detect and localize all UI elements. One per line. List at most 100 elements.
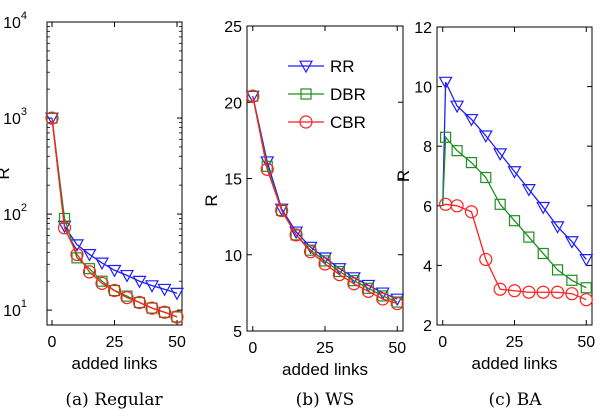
data-point: [158, 306, 171, 318]
series-rr: [438, 76, 594, 267]
panel-1: 0 25 50 101 102 103 104 added links R (a) Regular: [0, 10, 186, 410]
y-tick-label: 102: [3, 202, 27, 224]
data-point: [57, 221, 72, 235]
data-point: [318, 257, 332, 271]
data-point: [82, 249, 97, 262]
panel-caption: (a) Regular: [65, 390, 163, 410]
data-point: [289, 228, 303, 242]
data-point: [522, 285, 536, 299]
y-tick-label: 2: [423, 318, 432, 335]
data-point: [521, 184, 536, 197]
series-dbr: [440, 131, 592, 294]
data-point: [450, 100, 465, 114]
data-point: [507, 284, 522, 298]
series-cbr: [246, 89, 404, 311]
x-tick-label: 50: [168, 334, 186, 351]
data-point: [119, 269, 135, 283]
x-tick-label: 50: [577, 334, 595, 351]
data-point: [451, 145, 463, 157]
x-tick-label: 0: [48, 334, 57, 351]
data-point: [579, 254, 594, 267]
data-point: [390, 296, 404, 311]
data-point: [480, 171, 492, 184]
x-tick-label: 0: [248, 340, 257, 357]
data-point: [146, 302, 158, 314]
data-point: [289, 226, 304, 240]
data-point: [70, 247, 84, 262]
x-axis-label: added links: [471, 354, 557, 373]
data-point: [464, 205, 479, 219]
data-point: [523, 231, 535, 243]
x-tick-label: 25: [506, 334, 524, 351]
data-point: [478, 130, 493, 144]
y-tick-label: 8: [423, 139, 432, 156]
panel-caption: (b) WS: [296, 390, 355, 410]
data-point: [361, 284, 375, 298]
circle-icon: [299, 115, 313, 129]
series-cbr: [45, 111, 184, 324]
data-point: [246, 89, 260, 103]
data-point: [290, 229, 302, 241]
data-point: [133, 296, 146, 309]
data-point: [69, 239, 85, 252]
data-point: [536, 201, 551, 215]
y-axis-label: R: [0, 167, 13, 179]
square-icon: [300, 88, 312, 100]
legend-label: CBR: [330, 113, 366, 132]
data-point: [564, 236, 579, 249]
legend-label: DBR: [330, 85, 366, 104]
data-point: [450, 199, 464, 213]
data-point: [440, 131, 452, 143]
y-tick-label: 104: [3, 10, 27, 32]
y-tick-label: 4: [423, 258, 432, 275]
x-tick-label: 0: [438, 334, 447, 351]
data-point: [157, 283, 172, 297]
data-point: [107, 283, 122, 298]
data-point: [260, 162, 274, 176]
series-line: [51, 117, 178, 294]
data-point: [247, 90, 259, 102]
data-point: [464, 113, 479, 127]
triangle-down-icon: [298, 60, 314, 74]
data-point: [120, 291, 134, 305]
data-point: [390, 293, 405, 307]
data-point: [94, 257, 110, 271]
data-point: [494, 198, 506, 210]
legend-label: RR: [330, 57, 355, 76]
y-tick-label: 5: [233, 324, 242, 341]
y-tick-label: 20: [224, 95, 242, 112]
data-point: [276, 204, 288, 217]
y-tick-label: 6: [423, 199, 432, 216]
data-point: [551, 264, 564, 276]
legend: RR DBR CBR: [288, 57, 366, 132]
data-point: [108, 284, 121, 297]
y-tick-label: 103: [3, 106, 27, 128]
data-point: [550, 285, 565, 299]
data-point: [169, 287, 185, 301]
panel-caption: (c) BA: [489, 390, 543, 410]
data-point: [347, 277, 361, 291]
x-axis-label: added links: [71, 354, 157, 373]
panel-2: 0 25 50 5 10 15 20 25 added links R (b) WS: [202, 19, 406, 410]
data-point: [145, 301, 159, 315]
data-point: [376, 292, 390, 306]
data-point: [157, 305, 172, 319]
y-tick-label: 10: [414, 80, 432, 97]
data-point: [144, 280, 160, 293]
data-point: [508, 215, 521, 227]
data-point: [260, 156, 275, 169]
data-point: [550, 221, 565, 234]
y-axis-label: R: [394, 170, 413, 182]
data-point: [170, 310, 184, 324]
data-point: [580, 282, 592, 294]
y-tick-label: 25: [224, 19, 242, 36]
y-axis-label: R: [202, 194, 221, 206]
plot-frame: [46, 21, 183, 326]
data-point: [579, 293, 593, 307]
data-point: [275, 203, 289, 218]
plot-frame: [436, 26, 593, 326]
data-point: [565, 287, 579, 301]
data-point: [438, 76, 453, 90]
data-point: [479, 252, 493, 267]
data-point: [332, 267, 347, 282]
